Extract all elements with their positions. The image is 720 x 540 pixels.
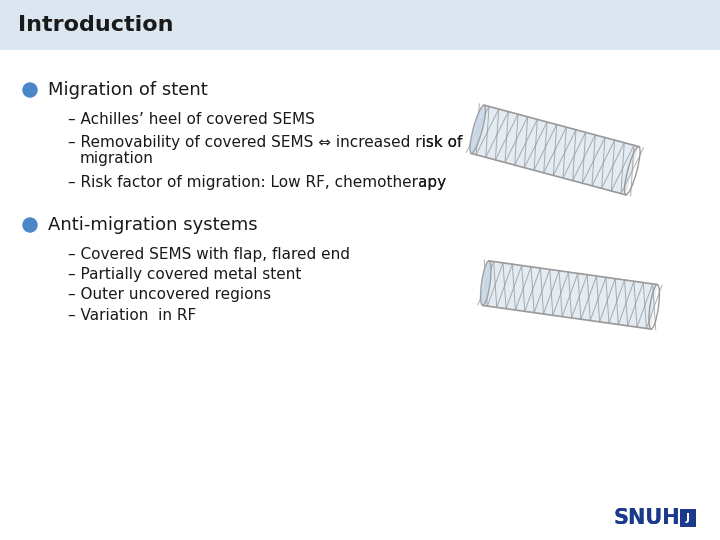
Text: Migration of stent: Migration of stent bbox=[48, 81, 208, 99]
Text: SNUH: SNUH bbox=[613, 508, 680, 528]
Circle shape bbox=[23, 218, 37, 232]
Text: Introduction: Introduction bbox=[18, 15, 174, 35]
Text: – Risk factor of migration: Low RF, chemotherapy: – Risk factor of migration: Low RF, chem… bbox=[68, 174, 446, 190]
FancyBboxPatch shape bbox=[472, 105, 639, 195]
Text: Migration of stent: Migration of stent bbox=[48, 81, 208, 99]
Text: – Removability of covered SEMS ⇔ increased risk of: – Removability of covered SEMS ⇔ increas… bbox=[68, 134, 462, 150]
Text: – Covered SEMS with flap, flared end: – Covered SEMS with flap, flared end bbox=[68, 247, 350, 262]
Text: J: J bbox=[686, 513, 690, 523]
Bar bbox=[0, 0, 720, 50]
Bar bbox=[0, 0, 720, 50]
Bar bbox=[0, 0, 420, 540]
Ellipse shape bbox=[480, 261, 491, 306]
Circle shape bbox=[23, 83, 37, 97]
FancyBboxPatch shape bbox=[680, 509, 696, 527]
Text: Anti-migration systems: Anti-migration systems bbox=[48, 216, 258, 234]
Text: Introduction: Introduction bbox=[18, 15, 174, 35]
FancyBboxPatch shape bbox=[680, 509, 696, 527]
Text: – Partially covered metal stent: – Partially covered metal stent bbox=[68, 267, 302, 282]
Text: – Variation  in RF: – Variation in RF bbox=[68, 307, 197, 322]
Text: – Outer uncovered regions: – Outer uncovered regions bbox=[68, 287, 271, 302]
Circle shape bbox=[23, 83, 37, 97]
Text: – Partially covered metal stent: – Partially covered metal stent bbox=[68, 267, 302, 282]
Circle shape bbox=[23, 218, 37, 232]
FancyBboxPatch shape bbox=[482, 261, 657, 329]
Text: SNUH: SNUH bbox=[613, 508, 680, 528]
Text: migration: migration bbox=[80, 152, 154, 166]
Text: – Risk factor of migration: Low RF, chemotherapy: – Risk factor of migration: Low RF, chem… bbox=[68, 174, 446, 190]
Text: J: J bbox=[686, 513, 690, 523]
Text: – Removability of covered SEMS ⇔ increased risk of: – Removability of covered SEMS ⇔ increas… bbox=[68, 134, 462, 150]
Text: Anti-migration systems: Anti-migration systems bbox=[48, 216, 258, 234]
Text: – Achilles’ heel of covered SEMS: – Achilles’ heel of covered SEMS bbox=[68, 112, 315, 127]
Text: migration: migration bbox=[80, 152, 154, 166]
Text: – Outer uncovered regions: – Outer uncovered regions bbox=[68, 287, 271, 302]
Ellipse shape bbox=[470, 105, 485, 153]
Text: – Achilles’ heel of covered SEMS: – Achilles’ heel of covered SEMS bbox=[68, 112, 315, 127]
Text: – Covered SEMS with flap, flared end: – Covered SEMS with flap, flared end bbox=[68, 247, 350, 262]
Text: – Variation  in RF: – Variation in RF bbox=[68, 307, 197, 322]
